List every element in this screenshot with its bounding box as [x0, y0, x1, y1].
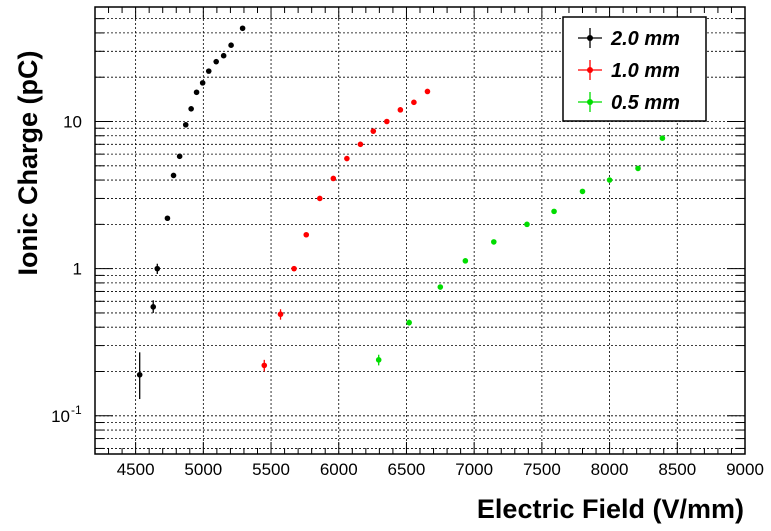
legend-label: 1.0 mm [611, 60, 680, 82]
x-tick-label: 5500 [252, 460, 290, 479]
data-point [370, 128, 377, 134]
x-tick-label: 6000 [320, 460, 358, 479]
data-point [659, 135, 666, 142]
y-tick-label: 10 [63, 113, 82, 132]
data-point [213, 58, 219, 65]
data-point [635, 165, 641, 172]
data-point [188, 105, 194, 112]
legend-label: 2.0 mm [610, 28, 680, 50]
data-point [277, 311, 284, 318]
data-point [357, 141, 364, 148]
series-2-0-mm [136, 25, 246, 400]
legend-entry: 1.0 mm [578, 60, 680, 82]
legend-marker-point [587, 67, 593, 73]
data-point [261, 362, 268, 369]
data-point [239, 25, 246, 32]
data-point [411, 99, 417, 106]
series-1-0-mm [261, 88, 431, 372]
data-point [551, 208, 557, 215]
data-point [170, 172, 177, 179]
data-point [193, 89, 200, 96]
data-point [375, 357, 382, 363]
data-point [303, 231, 310, 238]
data-point [330, 175, 337, 182]
legend-box [562, 16, 707, 122]
legend-entry: 2.0 mm [578, 28, 680, 50]
data-point [316, 195, 323, 202]
data-point [462, 258, 469, 264]
legend-label: 0.5 mm [611, 92, 680, 114]
x-axis-title: Electric Field (V/mm) [477, 494, 744, 524]
data-point [424, 88, 431, 95]
x-tick-label: 4500 [117, 460, 155, 479]
data-point [199, 80, 206, 86]
data-point [164, 215, 171, 222]
data-series [136, 25, 700, 400]
data-point [176, 153, 183, 160]
data-point [384, 118, 390, 125]
data-point [491, 239, 497, 245]
data-point [182, 121, 189, 128]
x-tick-label: 7000 [455, 460, 493, 479]
data-point [397, 107, 404, 113]
data-point [579, 188, 586, 195]
axis-ticks [94, 6, 746, 454]
x-tick-label: 8500 [658, 460, 696, 479]
y-tick-label: 1 [73, 260, 82, 279]
y-tick-label-exponent: -1 [71, 403, 82, 417]
tick-labels: 4500 5000 5500 6000 6500 7000 7500 8000 8500 9000… [51, 113, 764, 479]
data-point [136, 371, 143, 378]
legend: 2.0 mm 1.0 mm 0.5 mm [562, 16, 707, 122]
x-tick-label: 7500 [523, 460, 561, 479]
legend-entries: 2.0 mm 1.0 mm 0.5 mm [578, 28, 680, 114]
data-point [154, 265, 161, 272]
data-point [220, 52, 227, 59]
data-point [228, 42, 234, 49]
x-tick-label: 8000 [591, 460, 629, 479]
x-tick-label: 9000 [726, 460, 764, 479]
data-point [524, 221, 530, 228]
data-point [344, 155, 350, 162]
y-tick-label: 10 [51, 407, 70, 426]
legend-marker-point [587, 99, 593, 105]
data-point [437, 284, 444, 290]
x-tick-label: 6500 [388, 460, 426, 479]
data-point [291, 265, 297, 272]
data-point [406, 319, 412, 326]
legend-marker-point [587, 35, 593, 41]
y-axis-title: Ionic Charge (pC) [13, 50, 43, 275]
legend-entry: 0.5 mm [578, 92, 680, 114]
x-tick-label: 5000 [184, 460, 222, 479]
data-point [150, 304, 157, 310]
data-point [606, 177, 613, 183]
data-point [205, 68, 212, 74]
